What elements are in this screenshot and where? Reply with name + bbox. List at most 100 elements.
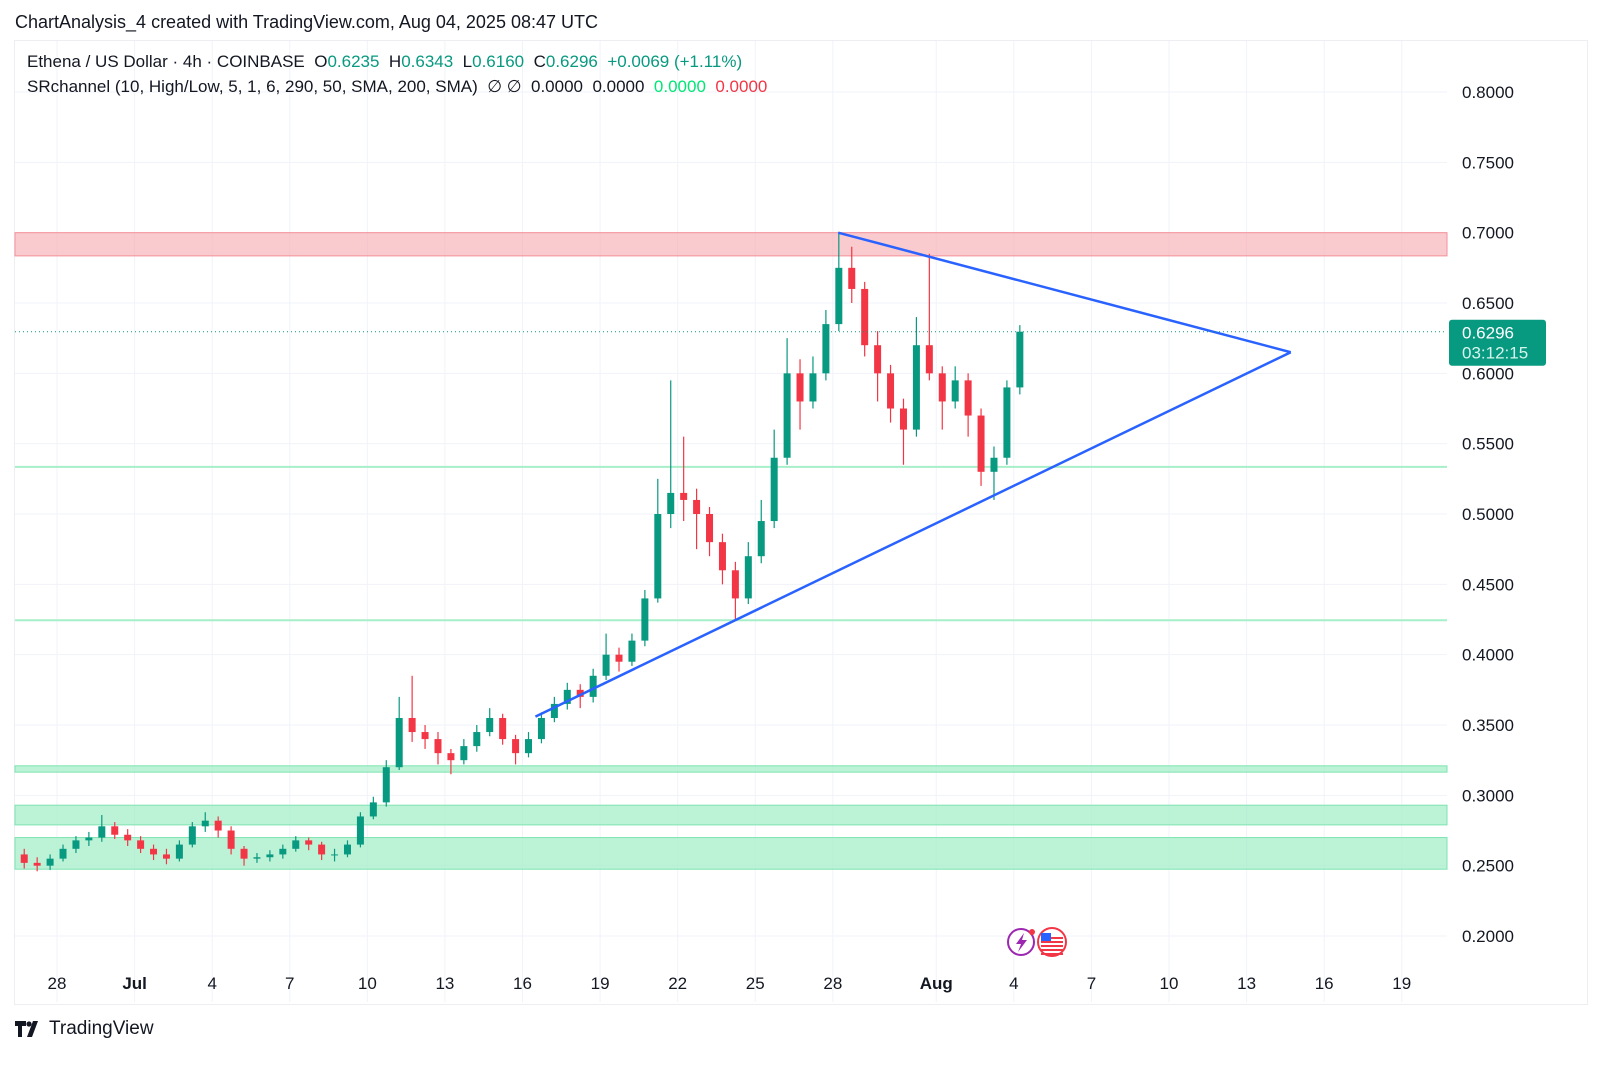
candle: [770, 429, 778, 529]
candle-body: [318, 844, 326, 855]
x-tick-label: 22: [668, 974, 687, 993]
candle: [718, 533, 726, 585]
candle: [137, 836, 145, 854]
candle-body: [137, 840, 145, 849]
candle-body: [343, 844, 351, 855]
lightning-icon[interactable]: [1007, 928, 1035, 956]
x-tick-label: 25: [746, 974, 765, 993]
notification-dot: [1029, 929, 1035, 935]
candle-body: [874, 345, 882, 374]
candle-body: [266, 854, 274, 858]
symbol-name: Ethena / US Dollar · 4h · COINBASE: [27, 52, 305, 71]
y-tick-label: 0.2000: [1462, 927, 1514, 946]
candle: [46, 854, 54, 870]
candle: [356, 812, 364, 848]
candle: [214, 816, 222, 838]
candle: [395, 696, 403, 771]
candle-body: [305, 840, 313, 845]
candle-body: [408, 717, 416, 733]
us-flag-icon[interactable]: [1037, 927, 1067, 957]
candle-body: [499, 717, 507, 740]
trendline: [837, 231, 1292, 354]
candle: [1003, 380, 1011, 465]
y-tick-label: 0.4500: [1462, 575, 1514, 594]
candle-body: [615, 654, 623, 662]
candle-body: [331, 854, 339, 856]
candle: [369, 796, 377, 820]
resistance-zone: [14, 232, 1448, 257]
candle: [33, 857, 41, 872]
x-tick-label: 19: [1392, 974, 1411, 993]
y-tick-label: 0.5000: [1462, 505, 1514, 524]
candle: [227, 826, 235, 855]
candle: [408, 675, 416, 742]
candle: [318, 841, 326, 861]
candle-body: [46, 858, 54, 866]
candle-body: [1003, 387, 1011, 458]
candle: [628, 633, 636, 666]
candle: [874, 331, 882, 402]
candle: [447, 748, 455, 775]
x-tick-label: 28: [48, 974, 67, 993]
candle: [98, 815, 106, 842]
candle: [899, 398, 907, 465]
candle: [964, 373, 972, 437]
candle-body: [848, 267, 856, 289]
x-tick-label: 13: [1237, 974, 1256, 993]
support-zone: [14, 804, 1448, 826]
candle: [809, 356, 817, 409]
x-tick-label: 10: [358, 974, 377, 993]
flag-stripe: [1041, 953, 1063, 955]
y-tick-label: 0.2500: [1462, 857, 1514, 876]
candle: [1016, 325, 1024, 395]
candle: [382, 760, 390, 807]
candle: [951, 366, 959, 409]
change-value: +0.0069 (+1.11%): [607, 52, 743, 71]
open-value: 0.6235: [327, 52, 380, 71]
candle-body: [240, 848, 248, 859]
candle: [279, 844, 287, 859]
candle-body: [537, 717, 545, 740]
tradingview-logo[interactable]: TradingView: [15, 1018, 154, 1040]
candle: [977, 408, 985, 486]
candle-body: [188, 826, 196, 845]
low-value: 0.6160: [472, 52, 525, 71]
candle-body: [382, 767, 390, 803]
candle-body: [98, 826, 106, 838]
candle: [550, 696, 558, 723]
candle: [912, 317, 920, 437]
indicator-value: 0.0000: [592, 77, 645, 96]
candle: [343, 840, 351, 858]
candle-body: [201, 820, 209, 827]
logo-text: TradingView: [49, 1018, 154, 1039]
y-tick-label: 0.4000: [1462, 646, 1514, 665]
candle-body: [279, 848, 287, 855]
candle: [85, 831, 93, 846]
last-price-badge: [1449, 319, 1546, 366]
candle: [848, 246, 856, 304]
candle: [473, 725, 481, 752]
indicator-legend[interactable]: SRchannel (10, High/Low, 5, 1, 6, 290, 5…: [27, 77, 767, 97]
candle: [499, 713, 507, 745]
candle-body: [72, 840, 80, 849]
candle-body: [641, 598, 649, 641]
candle: [188, 822, 196, 848]
candle-body: [822, 324, 830, 374]
candle-body: [757, 521, 765, 557]
candle-body: [861, 288, 869, 346]
candle-body: [175, 844, 183, 859]
candle-body: [124, 834, 132, 841]
chart-frame: [14, 40, 1588, 1005]
candle-body: [33, 862, 41, 866]
candle: [162, 848, 170, 865]
candle: [124, 829, 132, 846]
candle: [615, 647, 623, 672]
candle-body: [85, 837, 93, 841]
candle-body: [912, 345, 920, 430]
candle-body: [356, 816, 364, 845]
candle-body: [563, 689, 571, 704]
candle-body: [162, 854, 170, 859]
y-tick-label: 0.7000: [1462, 224, 1514, 243]
low-label: L: [462, 52, 473, 71]
